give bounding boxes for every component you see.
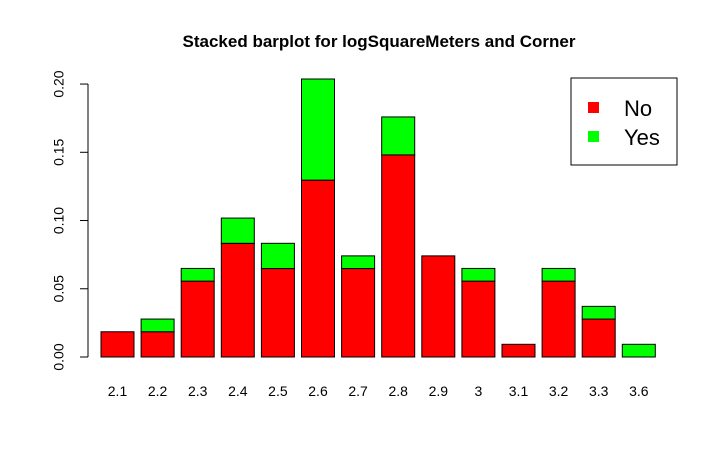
bar-no-2.4 — [220, 242, 255, 358]
x-tick-label: 2.8 — [388, 383, 408, 399]
x-tick-label: 2.7 — [348, 383, 368, 399]
y-tick-label: 0.15 — [51, 138, 67, 165]
bar-no-2.8 — [381, 154, 416, 358]
x-tick-label: 2.6 — [308, 383, 328, 399]
legend: No Yes — [570, 77, 678, 166]
bar-no-2.3 — [180, 280, 215, 358]
bar-yes-2.2 — [140, 318, 175, 333]
bar-yes-2.6 — [301, 78, 335, 181]
legend-box — [570, 77, 678, 166]
bar-no-2.9 — [421, 255, 456, 358]
legend-swatch-yes — [588, 131, 599, 142]
legend-label-yes: Yes — [624, 125, 660, 150]
bar-no-2.6 — [301, 179, 335, 358]
bar-no-2.5 — [260, 268, 295, 358]
x-tick-label: 2.3 — [188, 383, 208, 399]
legend-label-no: No — [624, 96, 652, 121]
x-tick-label: 3.3 — [589, 383, 609, 399]
bar-yes-2.4 — [220, 217, 255, 244]
bar-no-3 — [461, 280, 496, 358]
y-axis: 0.00 0.05 0.10 0.15 0.20 — [51, 70, 89, 371]
y-tick-label: 0.10 — [51, 207, 67, 234]
bars — [100, 78, 656, 358]
y-tick-label: 0.20 — [51, 70, 67, 97]
bar-yes-3.2 — [541, 267, 576, 282]
x-tick-label: 3.2 — [549, 383, 569, 399]
x-tick-label: 2.4 — [228, 383, 248, 399]
bar-no-2.7 — [341, 268, 376, 358]
x-tick-label: 2.2 — [148, 383, 168, 399]
legend-swatch-no — [588, 102, 599, 113]
chart-title: Stacked barplot for logSquareMeters and … — [183, 32, 576, 51]
x-tick-label: 3.6 — [629, 383, 649, 399]
bar-yes-3.6 — [621, 343, 656, 358]
x-axis-labels: 2.1 2.2 2.3 2.4 2.5 2.6 2.7 2.8 2.9 3 3.1 3.2 3.3 3.6 — [108, 383, 649, 399]
bar-yes-2.8 — [381, 116, 416, 156]
bar-yes-3.3 — [581, 305, 616, 320]
bar-no-2.2 — [140, 331, 175, 358]
x-tick-label: 3.1 — [509, 383, 529, 399]
bar-no-3.3 — [581, 318, 616, 358]
x-tick-label: 3 — [475, 383, 483, 399]
bar-yes-2.3 — [180, 267, 215, 282]
bar-yes-3 — [461, 267, 496, 282]
bar-no-3.2 — [541, 280, 576, 358]
bar-yes-2.7 — [341, 255, 376, 270]
bar-yes-2.5 — [260, 242, 295, 270]
y-tick-label: 0.00 — [51, 343, 67, 370]
bar-no-3.1 — [501, 343, 536, 358]
x-tick-label: 2.5 — [268, 383, 288, 399]
y-tick-label: 0.05 — [51, 275, 67, 302]
bar-no-2.1 — [100, 331, 135, 358]
x-tick-label: 2.9 — [429, 383, 449, 399]
x-tick-label: 2.1 — [108, 383, 128, 399]
